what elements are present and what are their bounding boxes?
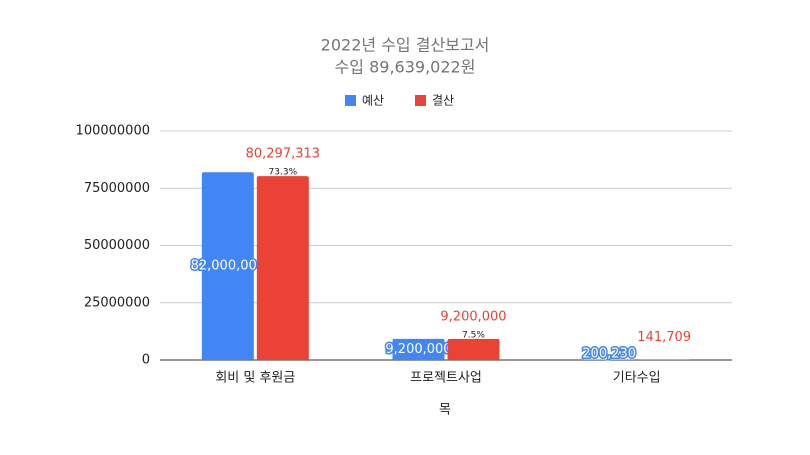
x-tick-label: 프로젝트사업	[410, 371, 482, 386]
y-tick-label: 100000000	[76, 124, 150, 139]
x-tick-label: 회비 및 후원금	[215, 371, 295, 386]
y-tick-label: 25000000	[84, 295, 150, 310]
value-label: 82,000,000	[191, 259, 265, 274]
value-label: 80,297,313	[246, 147, 320, 162]
chart-title: 2022년 수입 결산보고서	[321, 36, 490, 55]
y-tick-label: 0	[142, 353, 150, 368]
bar	[447, 338, 500, 360]
y-tick-label: 75000000	[84, 181, 150, 196]
x-axis-label: 목	[439, 403, 451, 418]
bar	[392, 338, 445, 360]
bar	[201, 172, 254, 360]
legend-swatch	[415, 95, 426, 106]
legend-swatch	[345, 95, 356, 106]
value-label: 9,200,000	[385, 342, 451, 357]
value-label: 9,200,000	[440, 309, 506, 324]
legend-label: 예산	[362, 94, 384, 108]
bar	[256, 176, 309, 360]
chart-subtitle: 수입 89,639,022원	[335, 58, 476, 77]
annotation: 73.3%	[269, 168, 298, 178]
annotation: 7.5%	[462, 330, 485, 340]
legend-label: 결산	[432, 94, 454, 108]
y-tick-label: 50000000	[84, 238, 150, 253]
value-label: 200,230	[582, 347, 636, 362]
x-tick-label: 기타수입	[613, 371, 661, 386]
value-label: 141,709	[637, 330, 691, 345]
